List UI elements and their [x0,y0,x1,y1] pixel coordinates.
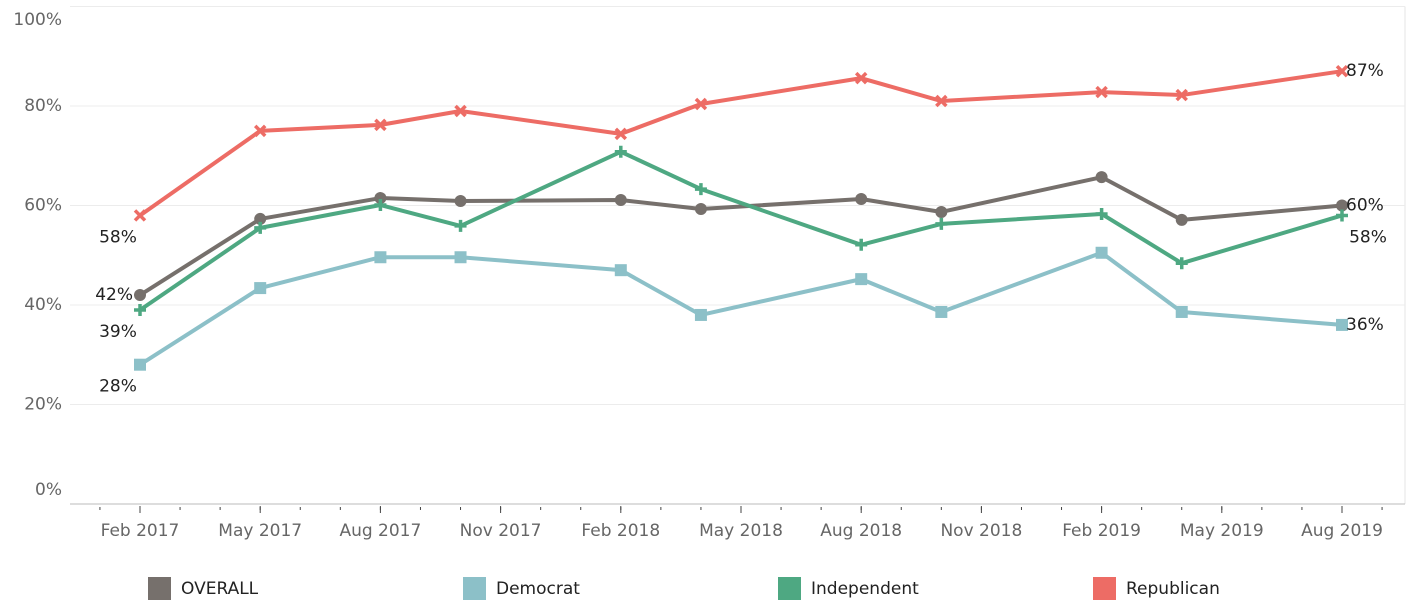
x-tick-label: Aug 2018 [820,521,902,541]
x-tick-label: May 2019 [1180,521,1264,541]
point [134,289,146,302]
x-tick-label: May 2018 [699,521,783,541]
x-tick-label: Feb 2018 [581,521,660,541]
data-label: 58% [99,227,137,247]
point [1095,171,1108,184]
legend-swatch [463,577,486,600]
point [253,124,267,138]
point [1336,318,1348,331]
y-tick-label: 100% [13,10,62,30]
point [454,104,467,118]
y-tick-label: 40% [24,295,62,315]
point [694,183,707,196]
point [454,195,467,208]
legend-swatch [148,577,171,600]
point [935,205,948,218]
point [935,217,948,230]
data-label: 39% [99,322,137,342]
data-label: 42% [95,285,133,305]
y-tick-label: 80% [24,96,62,116]
legend-label: Democrat [496,579,580,599]
series-line [138,69,1343,218]
point [374,192,387,205]
point [133,209,147,222]
data-label: 36% [1346,315,1384,335]
series-line [138,175,1343,297]
legend-label: Republican [1126,579,1220,599]
legend-label: Independent [811,579,919,599]
data-label: 87% [1346,61,1384,81]
point [134,303,146,316]
x-tick-label: Nov 2018 [940,521,1022,541]
point [374,118,387,132]
x-tick-label: Feb 2017 [101,521,180,541]
series-line [138,149,1343,312]
legend-swatch [1093,577,1116,600]
y-tick-label: 0% [35,480,62,500]
x-tick-label: May 2017 [218,521,302,541]
point [134,358,146,371]
point [374,251,387,264]
point [614,194,627,207]
point [855,273,868,286]
point [254,282,267,295]
point [614,264,627,277]
point [935,94,948,108]
data-label: 28% [99,377,137,397]
point [854,71,868,85]
x-tick-label: Feb 2019 [1062,521,1141,541]
point [454,251,467,264]
point [1175,88,1188,102]
y-tick-label: 60% [24,196,62,216]
point [855,238,868,251]
legend-swatch [778,577,801,600]
point [614,127,628,141]
point [1095,85,1108,99]
point [694,202,707,215]
data-label: 58% [1349,227,1387,247]
point [614,145,627,158]
data-label: 60% [1346,196,1384,216]
series-line [138,250,1343,367]
point [1175,213,1188,226]
point [694,97,708,111]
point [454,219,467,232]
point [935,305,948,318]
point [374,199,387,212]
x-tick-label: Aug 2019 [1301,521,1383,541]
point [855,193,868,206]
point [694,308,707,321]
y-tick-label: 20% [24,395,62,415]
point [1095,246,1108,259]
point [1336,199,1348,212]
x-tick-label: Nov 2017 [460,521,542,541]
point [254,221,267,234]
point [1175,257,1188,270]
point [1095,207,1108,220]
point [1175,305,1188,318]
x-tick-label: Aug 2017 [339,521,421,541]
legend-label: OVERALL [181,579,259,599]
point [1336,209,1348,222]
point [1335,64,1349,78]
point [254,212,267,225]
